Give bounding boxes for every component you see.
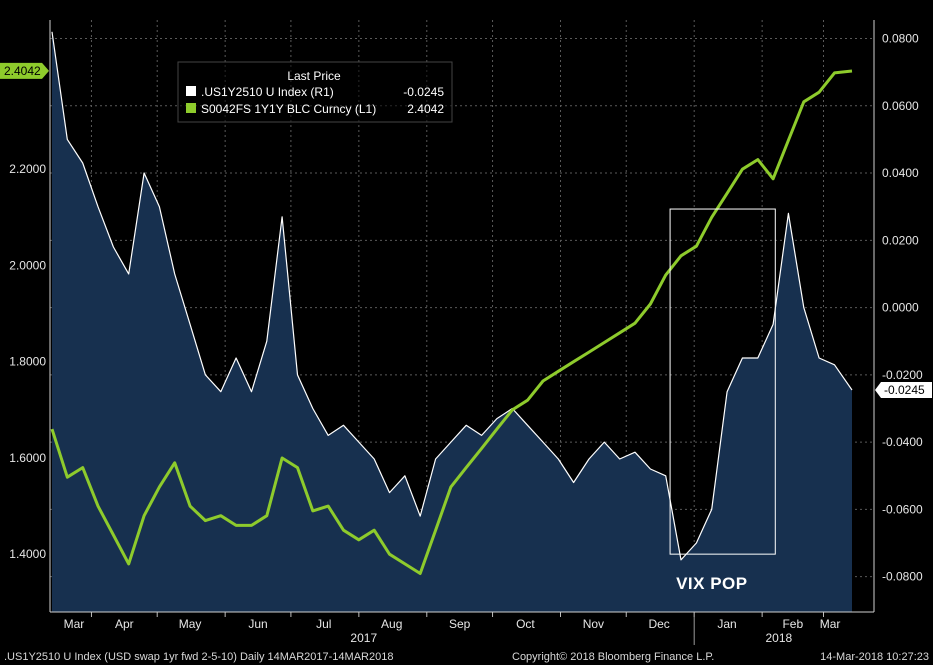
legend-entry-label: S0042FS 1Y1Y BLC Curncy (L1) <box>201 102 376 116</box>
x-tick-label: Mar <box>64 617 85 631</box>
footer-right: 14-Mar-2018 10:27:23 <box>820 651 929 663</box>
y-left-tick-label: 1.4000 <box>9 547 46 561</box>
footer-left: .US1Y2510 U Index (USD swap 1yr fwd 2-5-… <box>4 651 393 663</box>
x-tick-label: Oct <box>516 617 535 631</box>
legend-entry-value: -0.0245 <box>403 85 444 99</box>
series-area-0 <box>52 31 852 613</box>
x-tick-label: Mar <box>820 617 841 631</box>
legend-title: Last Price <box>287 69 341 83</box>
legend-entry-label: .US1Y2510 U Index (R1) <box>201 85 334 99</box>
y-right-tick-label: -0.0600 <box>882 502 923 516</box>
y-left-tick-label: 1.6000 <box>9 451 46 465</box>
x-tick-label: May <box>179 617 202 631</box>
axes: -0.0800 -0.0600 -0.0400 -0.0200 0.0000 0.0200… <box>9 20 923 645</box>
y-right-tick-label: 0.0800 <box>882 32 919 46</box>
x-tick-label: Nov <box>583 617 604 631</box>
footer-center: Copyright© 2018 Bloomberg Finance L.P. <box>512 651 714 663</box>
x-tick-label: Aug <box>381 617 402 631</box>
y-right-tick-label: -0.0800 <box>882 570 923 584</box>
left-last-value-tag <box>0 62 49 79</box>
y-right-tick-label: -0.0200 <box>882 368 923 382</box>
area-layer <box>52 31 852 613</box>
last-value-tags: 2.4042 -0.0245 <box>0 62 932 398</box>
x-tick-label: Jan <box>717 617 736 631</box>
right-last-value-text: -0.0245 <box>884 383 925 397</box>
legend: Last Price .US1Y2510 U Index (R1) -0.0245 S… <box>177 61 453 123</box>
y-right-tick-label: 0.0400 <box>882 166 919 180</box>
y-right-tick-label: 0.0600 <box>882 99 919 113</box>
year-label-2018: 2018 <box>765 631 792 645</box>
y-right-tick-label: 0.0000 <box>882 301 919 315</box>
x-tick-label: Jun <box>248 617 267 631</box>
y-left-tick-label: 2.2000 <box>9 162 46 176</box>
series-line-0 <box>51 31 853 561</box>
x-tick-label: Jul <box>316 617 331 631</box>
y-right-tick-label: -0.0400 <box>882 435 923 449</box>
y-right-tick-label: 0.0200 <box>882 233 919 247</box>
year-label-2017: 2017 <box>350 631 377 645</box>
x-tick-label: Feb <box>782 617 803 631</box>
left-last-value-text: 2.4042 <box>4 64 41 78</box>
legend-box <box>177 61 453 123</box>
x-tick-label: Sep <box>449 617 471 631</box>
annotation-label: VIX POP <box>676 574 748 593</box>
footer: .US1Y2510 U Index (USD swap 1yr fwd 2-5-… <box>4 651 929 663</box>
annotation-layer: VIX POP <box>669 208 776 593</box>
y-left-tick-label: 2.0000 <box>9 258 46 272</box>
right-last-value-tag <box>875 382 932 398</box>
legend-entry-value: 2.4042 <box>407 102 444 116</box>
x-tick-label: Dec <box>648 617 669 631</box>
legend-swatch <box>186 86 196 96</box>
annotation-box <box>669 208 776 555</box>
legend-swatch <box>186 103 196 113</box>
y-left-tick-label: 1.8000 <box>9 355 46 369</box>
x-tick-label: Apr <box>115 617 134 631</box>
